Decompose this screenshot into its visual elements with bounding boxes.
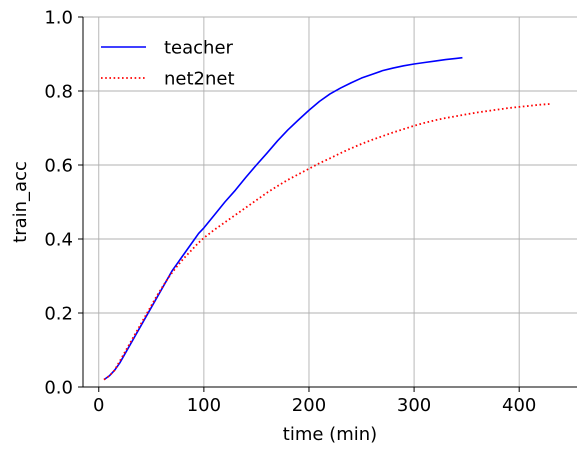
x-tick-label: 200 <box>292 395 326 416</box>
y-tick-label: 0.6 <box>44 156 73 177</box>
x-axis-label: time (min) <box>283 424 377 445</box>
series-line-teacher <box>103 56 463 381</box>
series-layer <box>103 56 551 381</box>
x-tick-label: 100 <box>187 395 221 416</box>
y-tick-label: 0.2 <box>44 304 73 325</box>
y-tick-label: 1.0 <box>44 8 73 29</box>
y-tick-label: 0.8 <box>44 82 73 103</box>
legend-net2net-label: net2net <box>164 69 235 90</box>
x-tick-label: 0 <box>93 395 104 416</box>
y-tick-label: 0.0 <box>44 378 73 399</box>
x-tick-label: 300 <box>397 395 431 416</box>
axes <box>78 16 577 392</box>
legend-teacher-label: teacher <box>164 38 234 59</box>
tick-labels: 0 100 200 300 400 0.0 0.2 0.4 0.6 0.8 1.0 <box>44 8 536 417</box>
x-tick-label: 400 <box>502 395 536 416</box>
y-tick-label: 0.4 <box>44 230 73 251</box>
y-axis-label: train_acc <box>10 161 31 243</box>
series-line-net2net <box>103 103 551 381</box>
grid <box>83 16 577 388</box>
legend: teacher net2net <box>101 38 235 90</box>
